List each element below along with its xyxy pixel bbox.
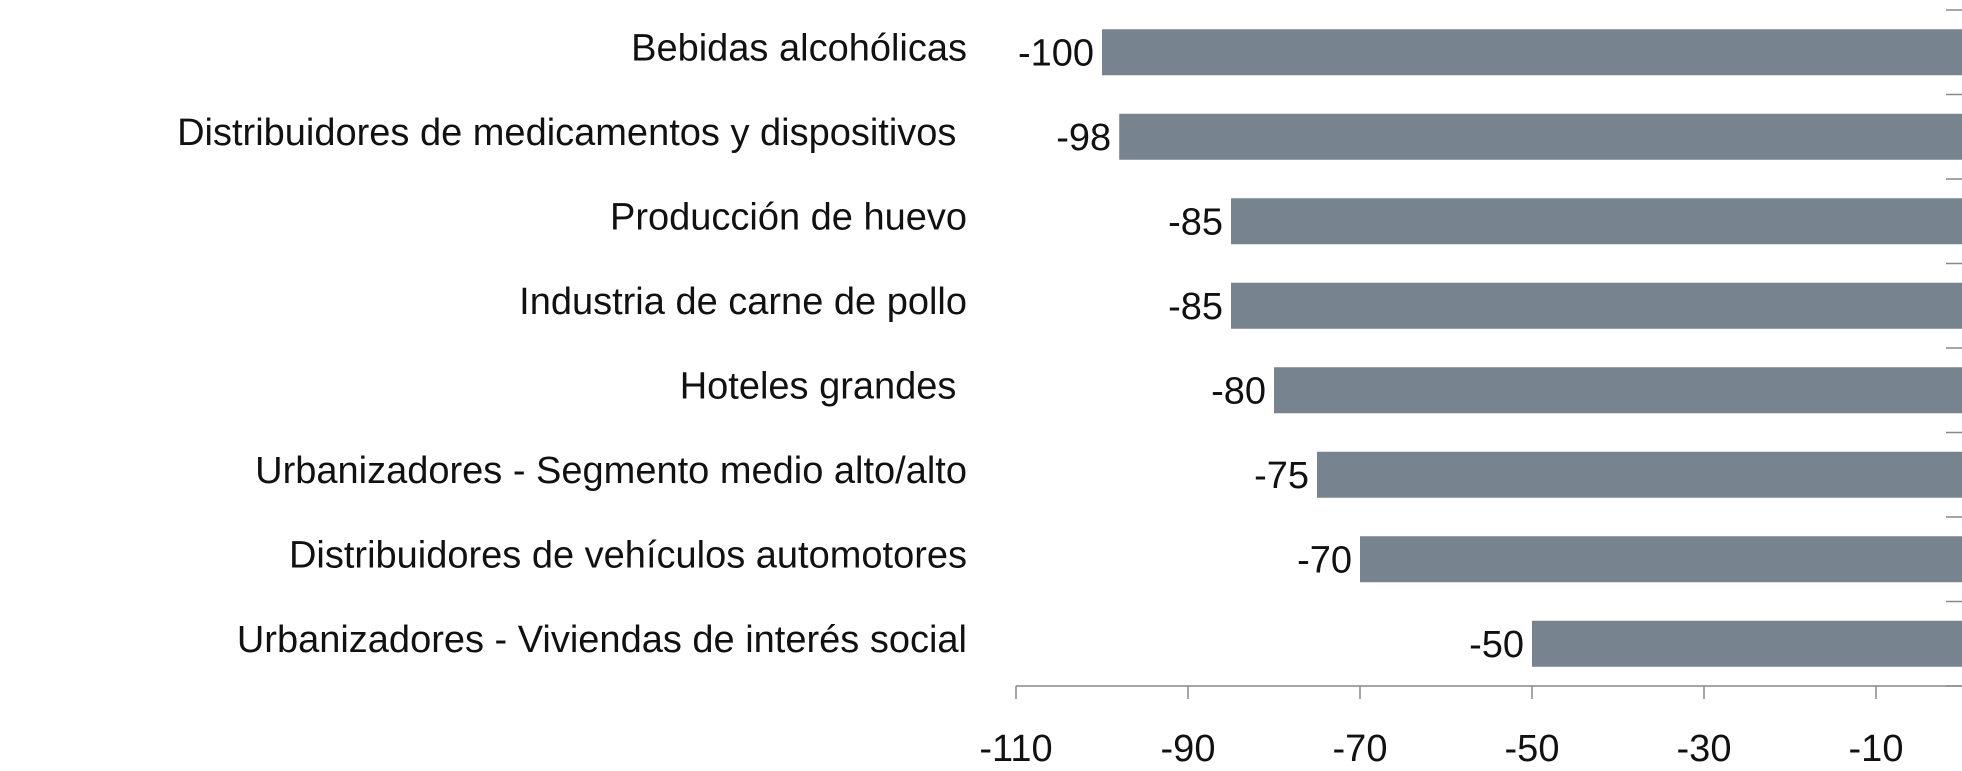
value-label: -80 [1211,370,1266,412]
bar [1317,451,1962,498]
bar [1532,620,1962,667]
category-label: Urbanizadores - Segmento medio alto/alto [255,450,967,492]
value-label: -85 [1168,286,1223,328]
x-tick-label: -110 [979,728,1052,770]
bar [1231,198,1962,245]
value-label: -98 [1056,117,1111,159]
category-label: Hoteles grandes [680,365,967,407]
category-label: Urbanizadores - Viviendas de interés soc… [237,619,967,661]
bar [1274,367,1962,414]
x-tick-label: -70 [1333,728,1388,770]
value-label: -75 [1254,455,1309,497]
bar [1231,282,1962,329]
value-label: -85 [1168,201,1223,243]
category-label: Distribuidores de medicamentos y disposi… [177,112,967,154]
bar [1360,536,1962,583]
category-label: Producción de huevo [610,196,967,238]
value-label: -100 [1018,32,1094,74]
x-tick-label: -30 [1677,728,1732,770]
x-tick-label: -90 [1161,728,1216,770]
category-label: Bebidas alcohólicas [631,27,967,69]
x-tick-label: -50 [1505,728,1560,770]
value-label: -70 [1297,539,1352,581]
value-label: -50 [1469,624,1524,666]
bar [1119,113,1962,160]
category-label: Distribuidores de vehículos automotores [289,534,967,576]
category-label: Industria de carne de pollo [519,281,967,323]
x-tick-label: -10 [1849,728,1904,770]
bar [1102,29,1962,76]
